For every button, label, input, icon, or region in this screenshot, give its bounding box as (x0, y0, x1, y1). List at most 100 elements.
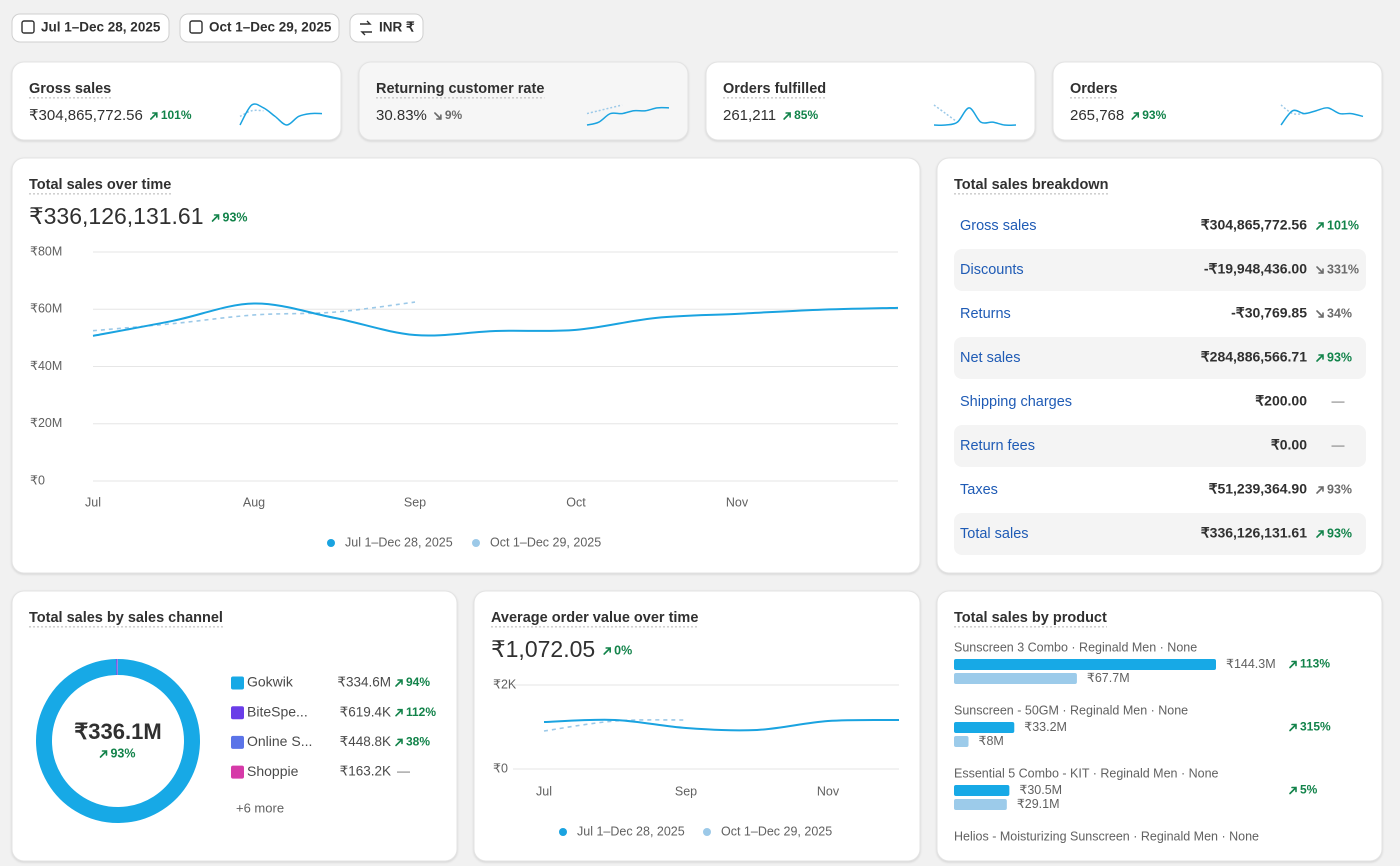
donut-slice (36, 659, 200, 823)
card (11, 590, 458, 862)
trend-icon (434, 112, 442, 120)
row-value: ₹304,865,772.56 (1201, 217, 1307, 233)
product-name: Sunscreen - 50GM · Reginald Men · None (954, 703, 1188, 717)
x-tick-label: Oct (566, 495, 586, 509)
legend-dot (327, 539, 335, 547)
channel-name: Online S... (247, 733, 312, 749)
change: 112% (406, 705, 436, 719)
row-value: ₹200.00 (1255, 393, 1307, 409)
donut-center-change: 93% (110, 746, 135, 760)
kpi-title: Gross sales (29, 81, 111, 97)
trend-icon (211, 214, 220, 222)
card (1052, 61, 1383, 141)
trend-icon (1316, 266, 1324, 274)
trend-icon (783, 112, 791, 120)
x-tick-label: Sep (675, 784, 697, 798)
y-tick-label: ₹0 (30, 473, 45, 487)
kpi-value: 265,768 (1070, 107, 1124, 124)
change: 101% (1327, 218, 1359, 232)
row-label[interactable]: Gross sales (960, 218, 1037, 234)
change: 38% (406, 735, 430, 749)
row-value: -₹19,948,436.00 (1204, 261, 1307, 277)
row-label[interactable]: Taxes (960, 482, 998, 498)
legend-dot (472, 539, 480, 547)
x-tick-label: Sep (404, 495, 426, 509)
trend-icon (150, 112, 158, 120)
legend-dot (703, 828, 711, 836)
toolbar-button[interactable] (349, 13, 424, 43)
row-value: ₹284,886,566.71 (1201, 349, 1307, 365)
section-title: Total sales by sales channel (29, 610, 223, 626)
legend-swatch (231, 706, 244, 720)
kpi-title: Orders (1070, 81, 1118, 97)
toolbar-label: Oct 1–Dec 29, 2025 (209, 20, 332, 35)
y-tick-label: ₹0 (493, 761, 508, 775)
trend-icon (603, 647, 611, 655)
section-title: Average order value over time (491, 610, 698, 626)
change: 93% (223, 210, 248, 224)
legend-label: Jul 1–Dec 28, 2025 (345, 535, 453, 549)
change-flat: — (1332, 437, 1345, 452)
x-tick-label: Nov (726, 495, 749, 509)
change: 34% (1327, 306, 1352, 320)
row-label[interactable]: Total sales (960, 526, 1029, 542)
bar-value: ₹8M (979, 734, 1004, 748)
card (11, 157, 921, 574)
change: 113% (1300, 657, 1330, 671)
y-tick-label: ₹20M (30, 416, 62, 430)
x-tick-label: Nov (817, 784, 840, 798)
bar (954, 722, 1015, 733)
product-name: Sunscreen 3 Combo · Reginald Men · None (954, 640, 1197, 654)
toolbar-button[interactable] (179, 13, 340, 43)
x-tick-label: Jul (85, 495, 101, 509)
y-tick-label: ₹2K (493, 677, 517, 691)
x-tick-label: Jul (536, 784, 552, 798)
row-label[interactable]: Return fees (960, 438, 1035, 454)
series-line (543, 719, 687, 732)
row-value: -₹30,769.85 (1231, 305, 1307, 321)
trend-icon (1289, 786, 1297, 795)
bar-value: ₹144.3M (1226, 657, 1276, 671)
change: 9% (445, 108, 463, 122)
trend-icon (1289, 660, 1297, 669)
bar-value: ₹33.2M (1024, 720, 1067, 734)
channel-value: ₹163.2K (340, 764, 391, 779)
toolbar-button[interactable] (11, 13, 170, 43)
trend-icon (1316, 222, 1324, 230)
change: 0% (614, 643, 632, 657)
trend-icon (1316, 354, 1324, 362)
row-background (954, 513, 1366, 555)
kpi-title: Returning customer rate (376, 81, 544, 97)
trend-icon (395, 738, 403, 747)
row-label[interactable]: Returns (960, 306, 1011, 322)
kpi-value: 261,211 (723, 107, 776, 124)
bar (954, 785, 1010, 796)
legend-label: Jul 1–Dec 28, 2025 (577, 824, 685, 838)
card (473, 590, 921, 862)
change: 5% (1300, 783, 1318, 797)
row-label[interactable]: Shipping charges (960, 394, 1072, 410)
kpi-value: 30.83% (376, 107, 427, 124)
row-label[interactable]: Net sales (960, 350, 1020, 366)
sparkline (586, 106, 670, 126)
channel-name: BiteSpe... (247, 703, 308, 719)
series-line (543, 718, 900, 732)
calendar-icon (21, 20, 35, 34)
change: 93% (1327, 526, 1352, 540)
row-value: ₹336,126,131.61 (1201, 525, 1307, 541)
y-tick-label: ₹80M (30, 244, 62, 258)
series-line (92, 302, 899, 337)
kpi-title: Orders fulfilled (723, 81, 826, 97)
row-background (954, 337, 1366, 379)
x-tick-label: Aug (243, 495, 265, 509)
channel-name: Gokwik (247, 674, 294, 690)
row-label[interactable]: Discounts (960, 262, 1024, 278)
trend-icon (1316, 530, 1324, 538)
trend-icon (1131, 112, 1140, 120)
card (358, 61, 689, 141)
change: 315% (1300, 720, 1331, 734)
product-name: Helios - Moisturizing Sunscreen · Regina… (954, 829, 1259, 843)
donut-center-value: ₹336.1M (74, 719, 161, 744)
kpi-value: ₹304,865,772.56 (29, 107, 143, 124)
sparkline (933, 107, 1017, 126)
